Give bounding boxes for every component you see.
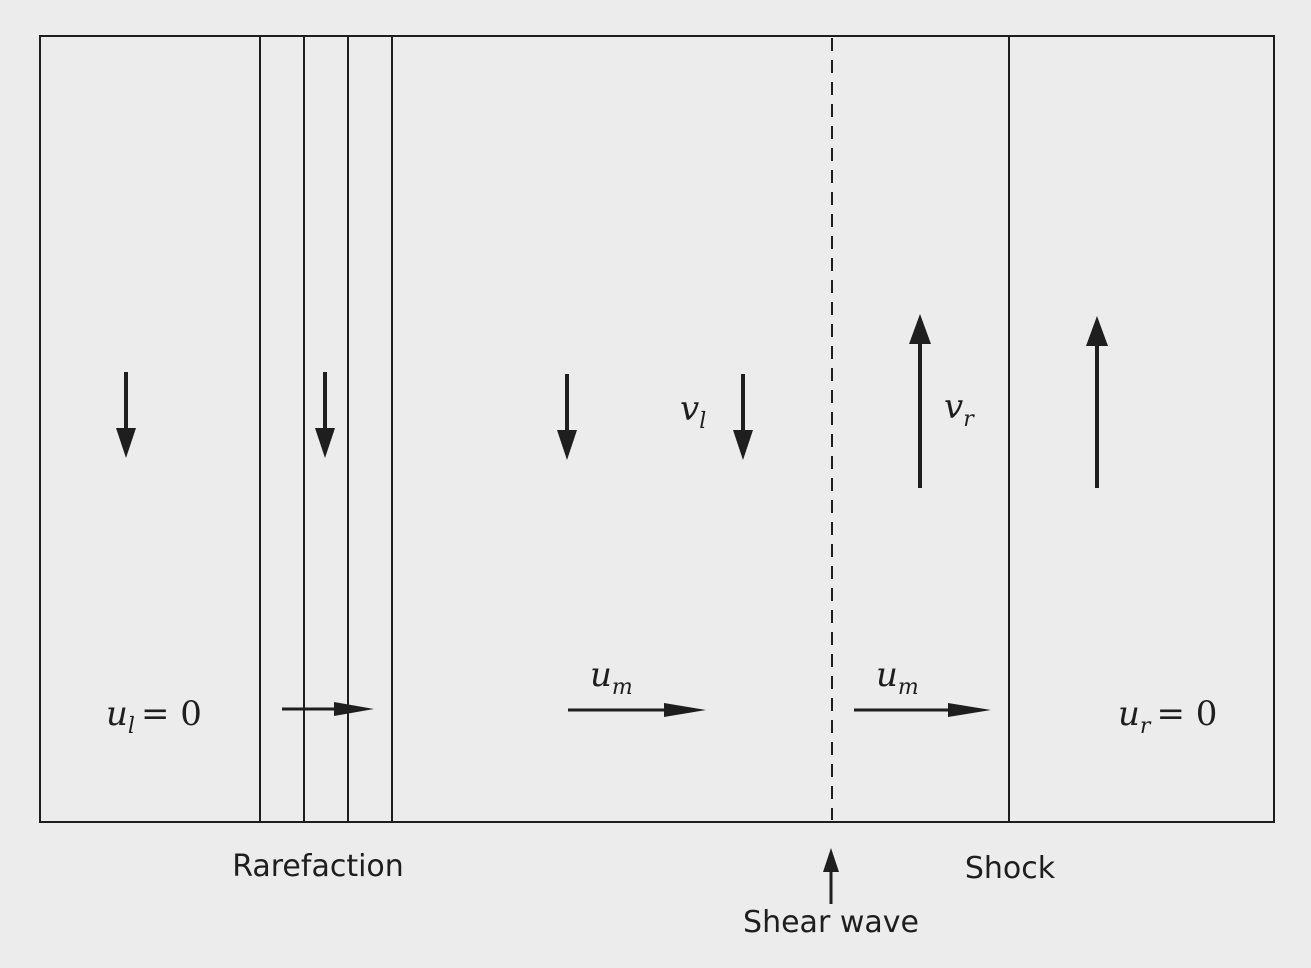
up-arrow-icon [909,314,931,488]
u-m-label-right: um [876,655,919,700]
rarefaction-label: Rarefaction [232,849,404,884]
down-arrow-icon [315,372,335,458]
down-arrow-icon [557,374,577,460]
v-r-label: vr [944,387,975,432]
up-arrow-icon [1086,316,1108,488]
shear-wave-label: Shear wave [743,905,919,940]
u-r-label: ur = 0 [1118,694,1217,739]
rarefaction-fan [259,36,393,822]
up-arrows [909,314,1108,488]
down-arrows [116,372,753,460]
right-arrow-icon [568,703,706,717]
v-l-label: vl [680,389,706,434]
shear-wave-pointer-icon [823,848,839,904]
u-m-label-left: um [590,655,633,700]
right-arrows [282,702,991,717]
right-arrow-icon [282,702,374,716]
down-arrow-icon [733,374,753,460]
domain-box [39,35,1275,823]
shock-label: Shock [965,851,1056,886]
down-arrow-icon [116,372,136,458]
right-arrow-icon [854,703,991,717]
u-l-label: ul = 0 [106,694,202,739]
